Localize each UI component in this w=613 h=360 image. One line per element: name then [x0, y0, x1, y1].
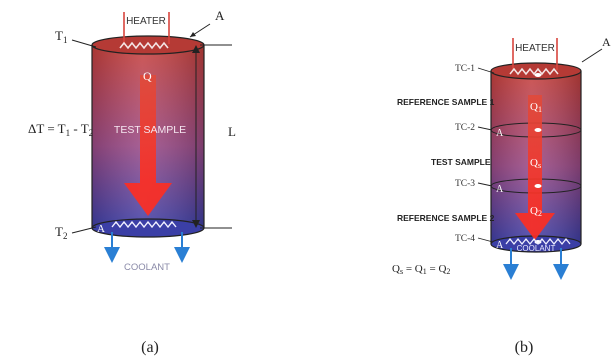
qs-label: Qs [530, 157, 541, 170]
heat-flow-a-head [124, 183, 172, 216]
tc2-probe [534, 128, 542, 132]
section-a-label-3: A [496, 240, 504, 251]
t1-label: T1 [55, 28, 67, 45]
length-label: L [228, 124, 236, 139]
cylinder-a-top [91, 35, 205, 55]
tc4-pointer [477, 237, 494, 243]
reference-sample-1-label: REFERENCE SAMPLE 1 [397, 97, 495, 107]
cooler-b-coil [505, 237, 571, 246]
t2-pointer [71, 226, 97, 234]
t1-pointer [71, 39, 97, 48]
coolant-a-label: COOLANT [124, 262, 170, 273]
figure-a: HEATER A T1 Q ΔT = T1 - T2 TEST SAMPLE L… [28, 8, 236, 356]
heater-a-label: HEATER [126, 16, 166, 27]
heat-flow-b-head [515, 213, 555, 240]
l-dim-arrow-down [192, 220, 200, 228]
figure-b: HEATER A Q1 Qs Q2 A A A TC-1 TC-2 TC-3 T… [392, 35, 611, 356]
area-b-pointer [581, 48, 603, 63]
q1-label: Q1 [530, 101, 542, 114]
bottom-area-a-label: A [97, 223, 105, 235]
q-a-label: Q [143, 69, 152, 83]
reference-sample-2-label: REFERENCE SAMPLE 2 [397, 213, 495, 223]
test-sample-b-label: TEST SAMPLE [431, 157, 491, 167]
q2-label: Q2 [530, 205, 542, 218]
caption-a: (a) [141, 339, 159, 356]
cooler-a-coil [111, 220, 177, 229]
tc1-pointer [477, 67, 495, 74]
test-sample-a-label: TEST SAMPLE [114, 124, 186, 136]
heat-flow-b-shaft [528, 95, 542, 213]
tc2-pointer [477, 126, 493, 131]
area-a-label: A [215, 8, 225, 23]
flux-equation: Qs = Q1 = Q2 [392, 263, 450, 276]
section-a-label-1: A [496, 128, 504, 139]
heater-b-label: HEATER [515, 43, 555, 54]
tc3-probe [534, 184, 542, 188]
tc1-label: TC-1 [455, 64, 475, 74]
caption-b: (b) [515, 339, 534, 356]
heater-a-coil [119, 41, 169, 50]
t2-label: T2 [55, 224, 67, 241]
tc3-pointer [477, 182, 493, 187]
area-b-label: A [602, 35, 611, 49]
section-a-label-2: A [496, 184, 504, 195]
heater-b-coil [509, 67, 559, 76]
heat-flow-a-shaft [140, 75, 156, 183]
l-dim-arrow-up [192, 45, 200, 53]
delta-t-equation: ΔT = T1 - T2 [28, 121, 93, 138]
coolant-b-label: COOLANT [517, 244, 556, 253]
tc2-label: TC-2 [455, 123, 475, 133]
tc3-label: TC-3 [455, 179, 475, 189]
tc1-probe [534, 73, 542, 77]
area-a-pointer-head [190, 32, 196, 37]
tc4-label: TC-4 [455, 234, 475, 244]
